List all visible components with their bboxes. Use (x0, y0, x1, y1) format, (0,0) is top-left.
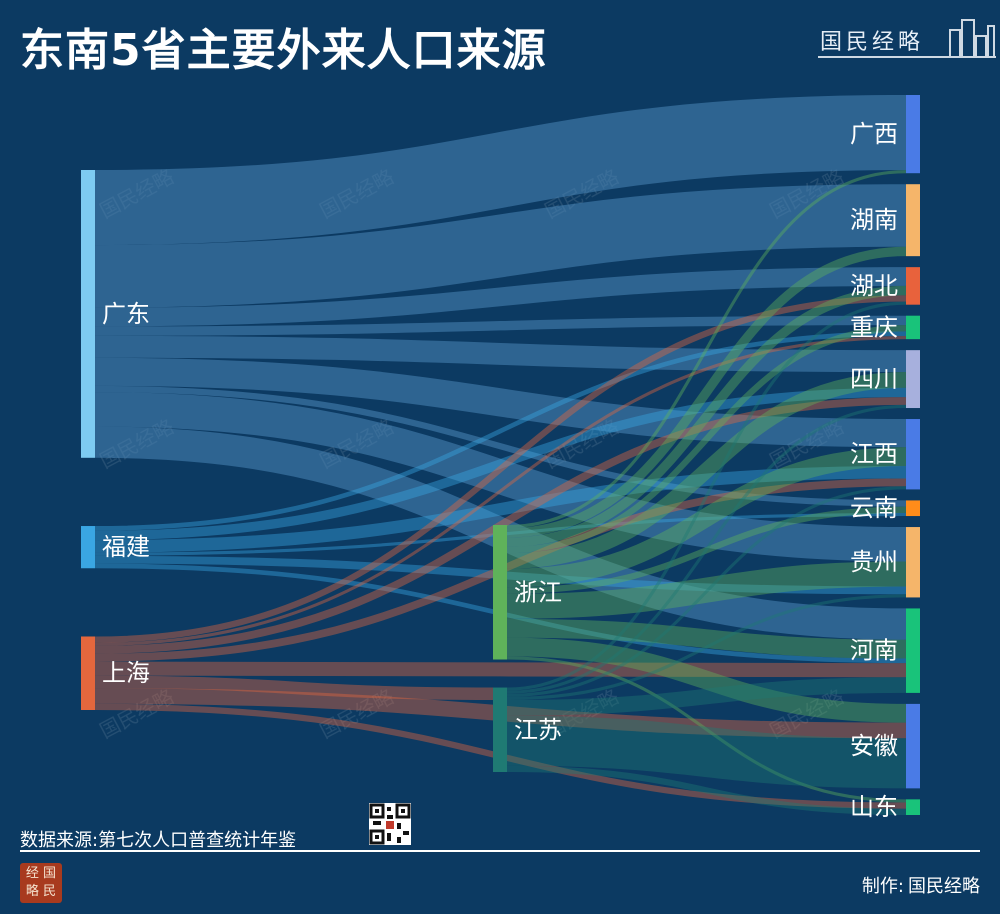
link-4e0a6d77-91cd5e86[interactable] (94, 336, 907, 646)
node-label: 广东 (102, 300, 150, 328)
link-5e7f4e1c-56db5ddd[interactable] (94, 335, 907, 373)
link-6c5f82cf-8d355dde[interactable] (506, 594, 907, 701)
node-4e915357[interactable] (906, 500, 920, 517)
node-label: 重庆 (850, 313, 898, 341)
link-6d596c5f-8d355dde[interactable] (506, 561, 907, 619)
link-6d596c5f-5b895fbd[interactable] (506, 637, 907, 723)
link-6c5f82cf-5b895fbd[interactable] (506, 715, 907, 789)
node-6c5f82cf[interactable] (493, 687, 507, 772)
link-6c5f82cf-6e565317[interactable] (506, 301, 907, 691)
seal-row-2: 略 民 (25, 884, 57, 899)
link-4e0a6d77-6c5f82cf[interactable] (94, 675, 494, 701)
link-5e7f4e1c-6c5f897f[interactable] (94, 357, 907, 448)
node-4e0a6d77[interactable] (81, 636, 95, 710)
node-56db5ddd[interactable] (906, 350, 920, 409)
node-label: 贵州 (850, 548, 898, 576)
node-layer (81, 95, 920, 815)
node-6d596c5f[interactable] (493, 525, 507, 660)
link-6c5f82cf-6c5f897f[interactable] (506, 486, 907, 697)
link-6c5f82cf-6cb35357[interactable] (506, 677, 907, 716)
link-4e0a6d77-6cb35357[interactable] (94, 661, 907, 678)
data-source: 数据来源:第七次人口普查统计年鉴 (20, 830, 297, 851)
node-798f5efa[interactable] (81, 526, 95, 569)
link-6d596c5f-6c5f897f[interactable] (506, 447, 907, 588)
node-6e565317[interactable] (906, 267, 920, 305)
node-label: 湖北 (850, 272, 898, 300)
node-8d355dde[interactable] (906, 527, 920, 598)
node-6e565357[interactable] (906, 184, 920, 257)
link-6d596c5f-4e915357[interactable] (506, 506, 907, 594)
link-5e7f4e1c-8d355dde[interactable] (94, 392, 907, 562)
maker-name: 国民经略 (908, 876, 980, 897)
node-5e7f4e1c[interactable] (81, 170, 95, 458)
node-label: 四川 (850, 365, 898, 393)
link-6c5f82cf-56db5ddd[interactable] (506, 404, 907, 694)
building-icon (949, 19, 995, 56)
node-label: 江西 (850, 440, 898, 468)
link-798f5efa-56db5ddd[interactable] (94, 387, 907, 541)
brand-name: 国民经略 (820, 30, 925, 55)
link-798f5efa-6c5f897f[interactable] (94, 465, 907, 553)
link-6d596c5f-6e565357[interactable] (506, 246, 907, 538)
maker-label: 制作: (861, 876, 904, 897)
link-5e7f4e1c-4e915357[interactable] (94, 385, 907, 507)
node-label: 河南 (850, 637, 898, 665)
node-91cd5e86[interactable] (906, 315, 920, 340)
node-label: 云南 (850, 494, 898, 522)
node-label: 广西 (850, 120, 898, 148)
link-6d596c5f-6cb35357[interactable] (506, 618, 907, 659)
link-6d596c5f-5e7f897f[interactable] (506, 170, 907, 529)
node-5c714e1c[interactable] (906, 799, 920, 815)
node-5e7f897f[interactable] (906, 95, 920, 174)
qr-code[interactable] (369, 803, 411, 845)
link-5e7f4e1c-6e565317[interactable] (94, 267, 907, 327)
link-6d596c5f-5c714e1c[interactable] (506, 656, 907, 803)
link-6d596c5f-91cd5e86[interactable] (506, 325, 907, 554)
link-5e7f4e1c-5e7f897f[interactable] (94, 94, 907, 246)
footer-divider (20, 850, 980, 852)
node-label: 山东 (850, 793, 898, 821)
node-label: 上海 (102, 659, 150, 687)
node-label: 安徽 (850, 732, 898, 760)
link-4e0a6d77-6e565317[interactable] (94, 295, 907, 643)
node-5b895fbd[interactable] (906, 703, 920, 789)
node-6cb35357[interactable] (906, 608, 920, 693)
link-6d596c5f-6e565317[interactable] (506, 285, 907, 547)
brand-logo: 国民经略 (818, 16, 996, 60)
brand-underline (818, 56, 996, 58)
node-label: 湖南 (850, 206, 898, 234)
node-label: 福建 (102, 533, 150, 561)
link-798f5efa-91cd5e86[interactable] (94, 331, 907, 531)
link-6d596c5f-56db5ddd[interactable] (506, 372, 907, 569)
link-layer (94, 94, 907, 816)
node-6c5f897f[interactable] (906, 419, 920, 490)
link-6c5f82cf-5c714e1c[interactable] (506, 765, 907, 816)
node-label: 江苏 (514, 716, 562, 744)
link-5e7f4e1c-91cd5e86[interactable] (94, 315, 907, 336)
seal-logo: 经 国 略 民 (20, 863, 62, 903)
seal-row-1: 经 国 (25, 866, 57, 881)
node-label: 浙江 (514, 578, 562, 606)
link-5e7f4e1c-6e565357[interactable] (94, 184, 907, 308)
maker-credit: 制作: 国民经略 (858, 872, 980, 898)
chart-title: 东南5省主要外来人口来源 (20, 25, 547, 76)
